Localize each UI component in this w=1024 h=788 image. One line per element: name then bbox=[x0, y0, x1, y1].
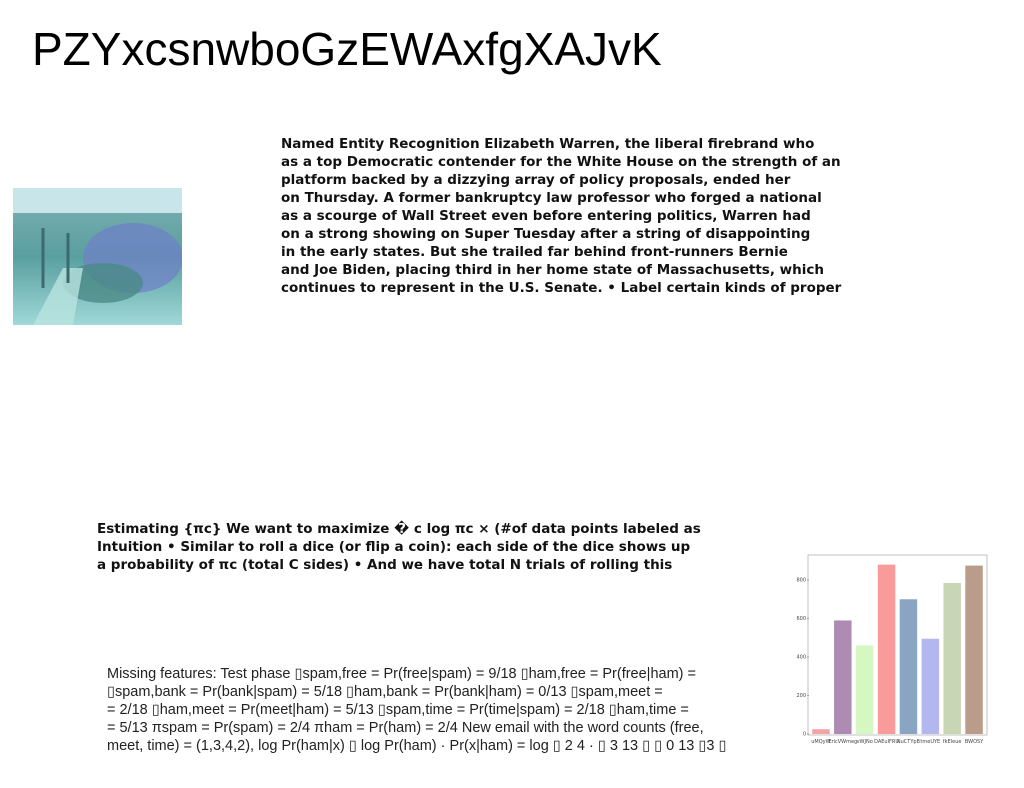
paragraph: Estimating {πc} We want to maximize � c … bbox=[97, 520, 701, 574]
y-tick-label: 600 bbox=[796, 616, 806, 622]
text-line: as a scourge of Wall Street even before … bbox=[281, 208, 811, 224]
bar bbox=[965, 565, 983, 734]
paragraph: Missing features: Test phase ▯spam,free … bbox=[107, 665, 726, 755]
photo bbox=[13, 188, 182, 325]
y-tick-label: 800 bbox=[796, 578, 806, 584]
x-tick-label: tmeUYE bbox=[920, 739, 940, 745]
page-title: PZYxcsnwboGzEWAxfgXAJvK bbox=[32, 23, 662, 75]
text-line: continues to represent in the U.S. Senat… bbox=[281, 280, 842, 296]
text-line: as a top Democratic contender for the Wh… bbox=[281, 154, 841, 170]
paragraph: Named Entity Recognition Elizabeth Warre… bbox=[281, 135, 841, 297]
text-line: on Thursday. A former bankruptcy law pro… bbox=[281, 190, 822, 206]
text-line: a probability of πc (total C sides) • An… bbox=[97, 557, 673, 573]
x-tick-label: DAEuIFRU bbox=[874, 739, 899, 745]
bar bbox=[812, 729, 830, 734]
x-tick-label: uMQyW bbox=[811, 739, 830, 745]
text-line: platform backed by a dizzying array of p… bbox=[281, 172, 791, 188]
y-tick-label: 0 bbox=[803, 732, 806, 738]
text-line: meet, time) = (1,3,4,2), log Pr(ham|x) ▯… bbox=[107, 738, 727, 754]
text-line: Named Entity Recognition Elizabeth Warre… bbox=[281, 136, 815, 152]
bar bbox=[943, 582, 961, 734]
bar bbox=[834, 620, 852, 734]
text-line: in the early states. But she trailed far… bbox=[281, 244, 788, 260]
text-line: Missing features: Test phase ▯spam,free … bbox=[107, 666, 696, 682]
bar bbox=[899, 599, 918, 734]
x-tick-label: BWOSY bbox=[965, 739, 984, 745]
plot-frame bbox=[807, 554, 988, 736]
text-line: = 2/18 ▯ham,meet = Pr(meet|ham) = 5/13 ▯… bbox=[107, 702, 689, 718]
text-line: = 5/13 πspam = Pr(spam) = 2/4 πham = Pr(… bbox=[107, 720, 704, 736]
x-tick-label: fkEleue bbox=[943, 739, 962, 745]
bar bbox=[855, 645, 874, 734]
text-line: Estimating {πc} We want to maximize � c … bbox=[97, 521, 701, 537]
text-line: Intuition • Similar to roll a dice (or f… bbox=[97, 539, 691, 555]
x-tick-label: EricVWmeg bbox=[828, 739, 857, 745]
text-line: on a strong showing on Super Tuesday aft… bbox=[281, 226, 811, 242]
text-line: ▯spam,bank = Pr(bank|spam) = 5/18 ▯ham,b… bbox=[107, 684, 663, 700]
x-tick-label: vWJNo bbox=[857, 739, 873, 745]
text-line: and Joe Biden, placing third in her home… bbox=[281, 262, 824, 278]
x-tick-label: NuCTYpB bbox=[897, 739, 921, 745]
y-tick-label: 400 bbox=[796, 655, 806, 661]
bar bbox=[877, 564, 896, 734]
y-tick-label: 200 bbox=[796, 693, 806, 699]
bar bbox=[921, 638, 940, 734]
